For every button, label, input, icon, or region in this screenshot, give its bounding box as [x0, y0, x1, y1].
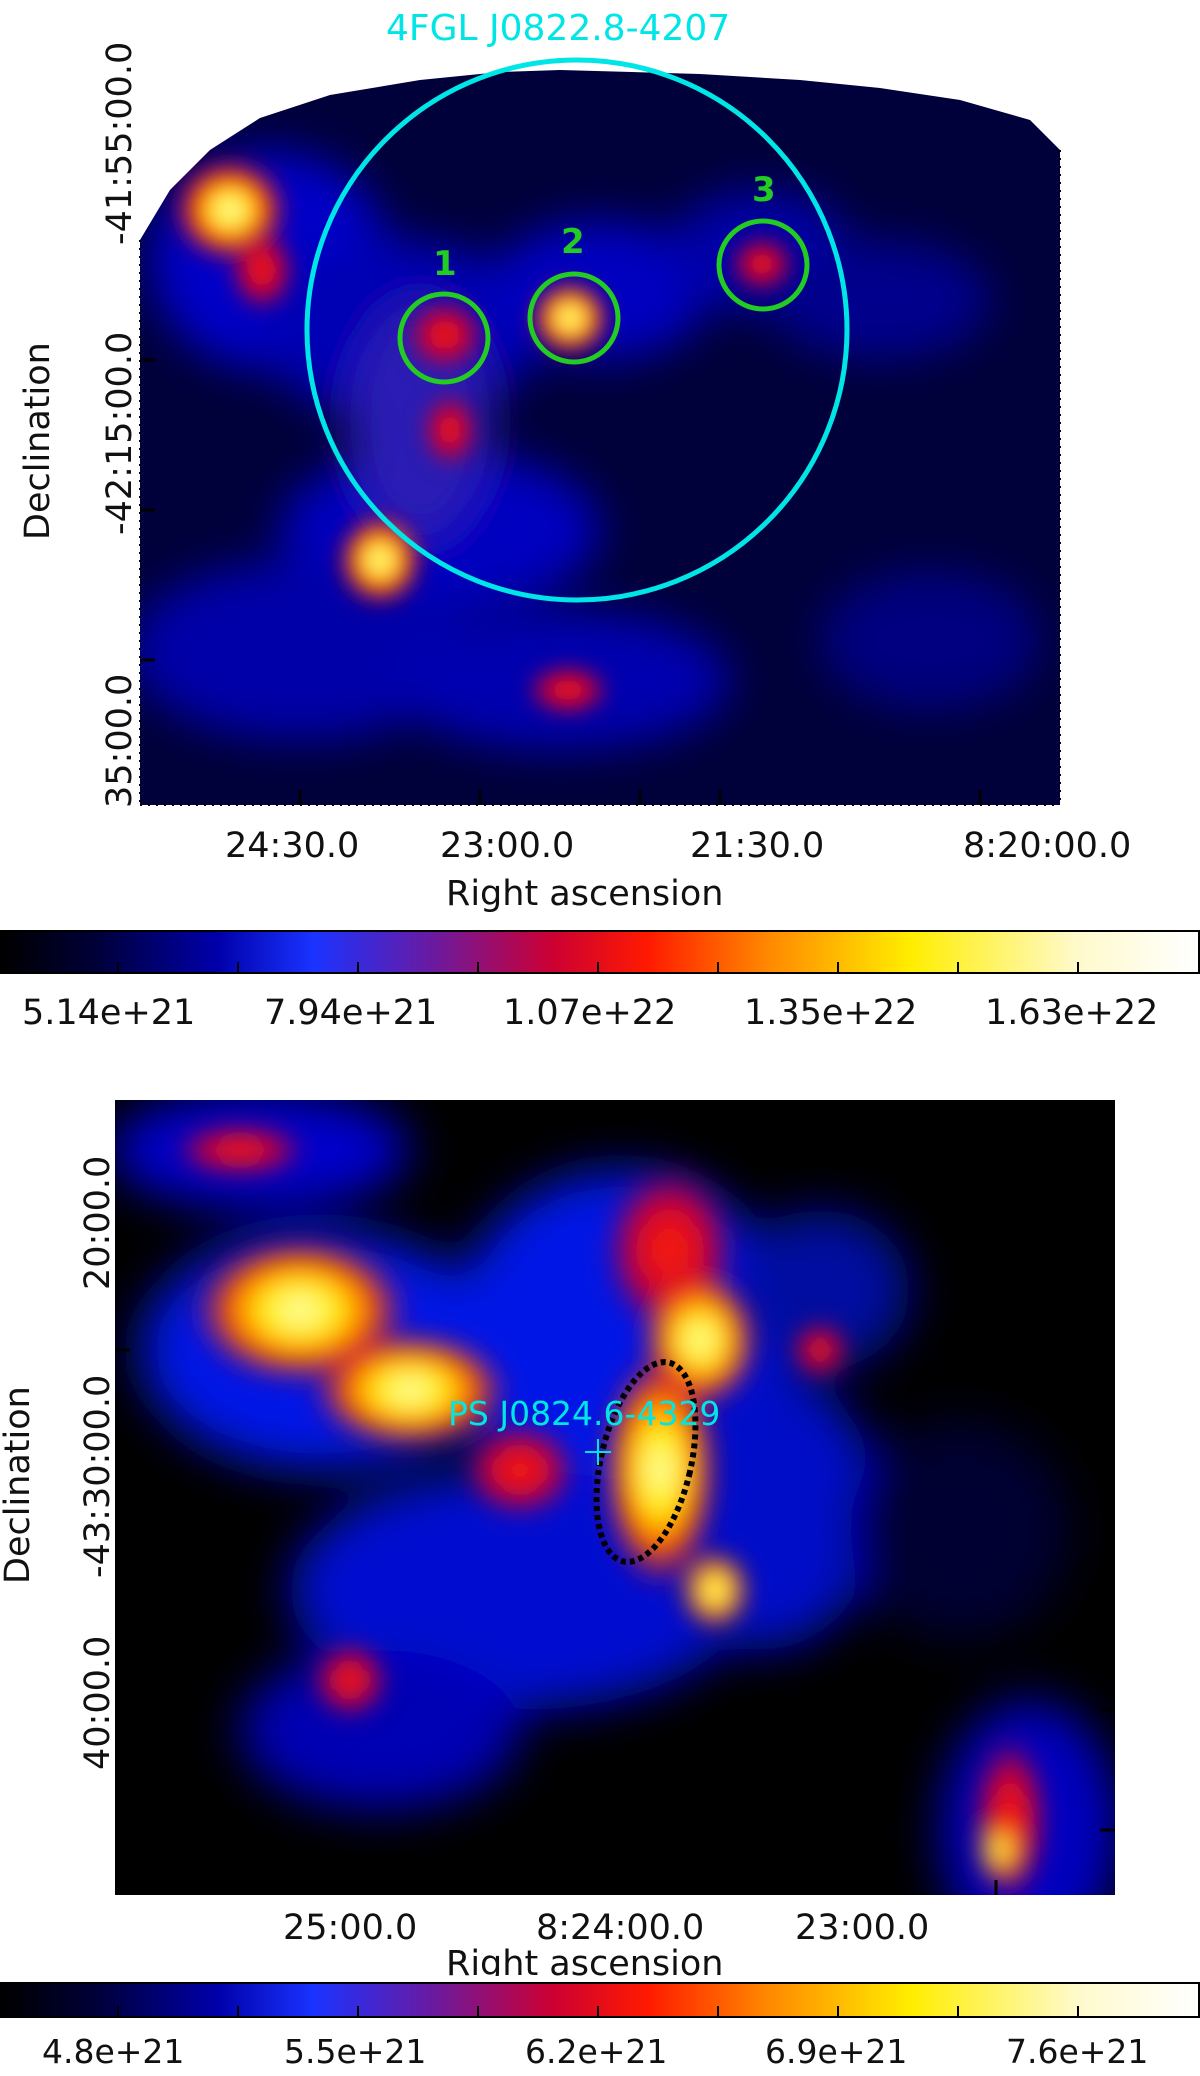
top-x-tick-3: 21:30.0 — [690, 826, 825, 866]
top-cbar-tick-4: 1.35e+22 — [744, 993, 918, 1033]
top-x-axis-label: Right ascension — [446, 874, 724, 914]
bottom-x-tick-1: 25:00.0 — [283, 1908, 418, 1948]
bottom-cbar-tick-5: 7.6e+21 — [1006, 2032, 1149, 2071]
top-colorbar — [0, 930, 1200, 974]
region-circle — [304, 57, 850, 603]
bottom-y-axis-label: Declination — [0, 1386, 38, 1584]
bottom-cbar-tick-2: 5.5e+21 — [284, 2032, 427, 2071]
bottom-source-label: PS J0824.6-4329 — [448, 1394, 721, 1433]
top-x-tick-2: 23:00.0 — [440, 826, 575, 866]
source-error-ellipse — [593, 1359, 699, 1565]
bottom-colorbar-ticks — [117, 2006, 1079, 2018]
bottom-y-tick-2: -43:30:00.0 — [78, 1374, 118, 1578]
bottom-x-tick-3: 23:00.0 — [795, 1908, 930, 1948]
top-cbar-tick-5: 1.63e+22 — [985, 993, 1159, 1033]
top-cbar-tick-2: 7.94e+21 — [264, 993, 438, 1033]
top-intensity-map — [139, 57, 1061, 806]
source-circle-1 — [397, 291, 491, 385]
source-label-2: 2 — [561, 222, 585, 262]
source-circle-2 — [527, 271, 621, 365]
top-x-tick-1: 24:30.0 — [225, 826, 360, 866]
top-x-tick-4: 8:20:00.0 — [963, 826, 1132, 866]
source-label-3: 3 — [752, 170, 776, 210]
bottom-cbar-tick-1: 4.8e+21 — [42, 2032, 185, 2071]
bottom-intensity-map — [115, 1100, 1115, 1895]
bottom-cbar-tick-4: 6.9e+21 — [765, 2032, 908, 2071]
source-label-1: 1 — [433, 244, 457, 284]
top-y-axis-label: Declination — [18, 342, 58, 540]
bottom-x-axis-label: Right ascension — [446, 1944, 724, 1976]
top-panel-title: 4FGL J0822.8-4207 — [386, 8, 731, 49]
top-y-tick-3: 35:00.0 — [100, 673, 140, 808]
top-cbar-tick-3: 1.07e+22 — [503, 993, 677, 1033]
top-cbar-tick-1: 5.14e+21 — [22, 993, 196, 1033]
top-y-tick-2: -42:15:00.0 — [100, 331, 140, 535]
source-position-cross — [585, 1439, 611, 1465]
top-y-tick-1: -41:55:00.0 — [100, 41, 140, 245]
bottom-colorbar — [0, 1982, 1200, 2018]
bottom-y-tick-3: 40:00.0 — [78, 1635, 118, 1770]
bottom-y-tick-1: 20:00.0 — [78, 1155, 118, 1290]
bottom-cbar-tick-3: 6.2e+21 — [525, 2032, 668, 2071]
top-colorbar-ticks — [117, 962, 1079, 974]
source-circle-3 — [716, 218, 810, 312]
bottom-x-tick-2: 8:24:00.0 — [536, 1908, 705, 1948]
